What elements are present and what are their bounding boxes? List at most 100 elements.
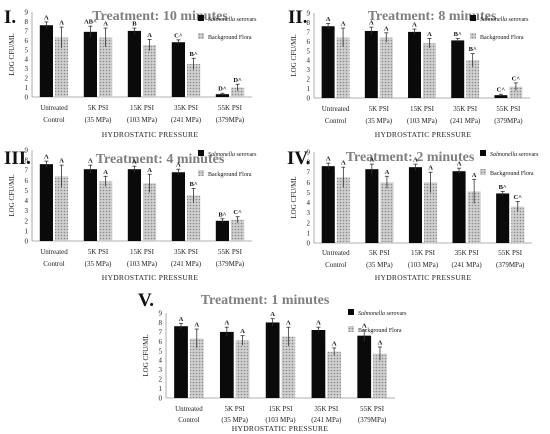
bar-salmonella [83,169,97,241]
significance-label: A [472,172,477,179]
legend-entry-italic: Salmonella [208,17,235,23]
significance-label: A [413,157,418,164]
x-tick-label: Control [43,260,64,268]
x-tick-label: Untreated [40,248,68,256]
x-tick-label: 15K PSI [411,249,436,257]
x-tick-label: (35 MPa) [221,416,248,424]
significance-label: A [176,162,181,169]
y-tick-label: 4 [307,199,311,207]
significance-label: B^ [469,46,477,53]
significance-label: B^ [499,184,507,191]
y-tick-label: 8 [307,159,311,167]
x-tick-label: Control [43,116,64,124]
significance-label: D^ [218,86,227,93]
y-tick-label: 6 [307,38,311,46]
legend-entry-text: serovars [517,152,539,158]
bar-salmonella [365,169,379,243]
y-tick-label: 2 [25,217,29,225]
bar-background-flora [336,37,350,98]
y-tick-label: 2 [25,75,29,83]
legend-swatch [198,150,204,156]
y-axis-label: LOG CFU/ML [8,33,16,75]
y-tick-label: 1 [25,84,29,92]
legend-swatch [348,326,354,332]
bar-salmonella [171,172,185,241]
bar-background-flora [99,181,113,241]
significance-label: A [132,159,137,166]
legend-entry: Background Flora [208,35,252,41]
significance-label: A [59,158,64,165]
significance-label: A [341,160,346,167]
x-tick-label: (379MPa) [496,261,525,269]
significance-label: A [341,21,346,28]
x-tick-label: 5K PSI [88,248,109,256]
legend-entry-text: Background Flora [480,35,524,41]
significance-label: C^ [512,75,521,82]
legend-swatch [480,150,486,156]
significance-label: A [316,320,321,327]
x-tick-label: 35K PSI [174,248,199,256]
panel-label: V. [138,290,154,311]
legend-entry: Salmonella serovars [208,152,257,158]
x-tick-label: 35K PSI [314,405,339,413]
y-tick-label: 8 [307,19,311,27]
x-axis-label: HYDROSTATIC PRESSURE [232,424,329,433]
x-tick-label: (35 MPa) [85,260,112,268]
significance-label: A [88,158,93,165]
x-tick-label: 35K PSI [453,105,478,113]
y-tick-label: 6 [159,338,163,346]
y-tick-label: 0 [307,240,311,248]
legend-entry-italic: Salmonella [208,152,235,158]
bar-salmonella [265,322,280,398]
significance-label: A [362,323,367,330]
x-tick-label: Untreated [40,104,68,112]
x-tick-label: (379MPa) [216,116,245,124]
panel-title: Treatment: 1 minutes [201,293,330,308]
y-tick-label: 2 [307,76,311,84]
significance-label: A [44,154,49,161]
bar-background-flora [281,336,296,398]
y-tick-label: 4 [25,56,29,64]
significance-label: B^ [190,51,198,58]
significance-label: B [132,21,137,28]
legend-entry-text: Background Flora [358,328,402,334]
y-tick-label: 8 [25,157,29,165]
x-tick-label: (379MPa) [494,117,523,125]
bar-salmonella [496,193,510,243]
significance-label: A [286,320,291,327]
bar-background-flora [380,182,394,243]
bar-background-flora [424,182,438,243]
legend-entry-text: serovars [507,17,529,23]
legend-entry-text: Background Flora [208,35,252,41]
significance-label: D^ [233,77,242,84]
significance-label: A [384,25,389,32]
y-tick-label: 9 [159,310,163,318]
significance-label: A [103,21,108,28]
panel-title: Treatment: 2 minutes [346,150,475,165]
panel-title: Treatment: 8 minutes [368,9,497,24]
x-tick-label: (35 MPa) [366,261,393,269]
x-tick-label: 5K PSI [224,405,245,413]
x-tick-label: (379MPa) [216,260,245,268]
y-tick-label: 5 [25,46,29,54]
y-tick-label: 7 [25,27,29,35]
bar-background-flora [423,43,436,98]
y-tick-label: 0 [307,95,311,103]
y-tick-label: 7 [307,169,311,177]
x-tick-label: Untreated [322,249,350,257]
significance-label: B^ [190,181,198,188]
legend-swatch [198,15,204,21]
y-tick-label: 1 [307,85,311,93]
bar-background-flora [189,338,204,398]
bar-background-flora [55,37,69,97]
legend-entry: Salmonella serovars [480,17,529,23]
x-tick-label: (103 MPa) [408,261,439,269]
bar-salmonella [215,220,229,241]
y-tick-label: 7 [307,28,311,36]
significance-label: AB^ [84,19,97,26]
y-tick-label: 8 [159,319,163,327]
y-tick-label: 0 [25,94,29,102]
legend-entry-italic: Salmonella [480,17,507,23]
significance-label: A [179,316,184,323]
